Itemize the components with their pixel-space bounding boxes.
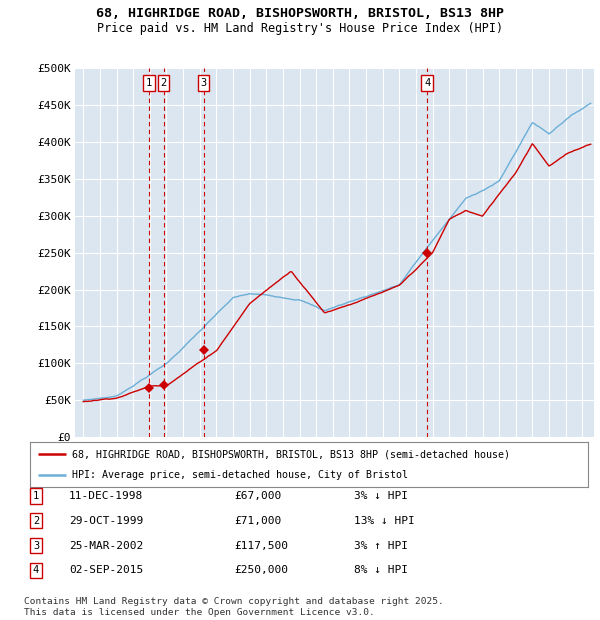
Text: 1: 1: [146, 78, 152, 88]
Text: Contains HM Land Registry data © Crown copyright and database right 2025.
This d: Contains HM Land Registry data © Crown c…: [24, 598, 444, 617]
Text: 11-DEC-1998: 11-DEC-1998: [69, 491, 143, 501]
Text: 3: 3: [200, 78, 207, 88]
Text: £117,500: £117,500: [234, 541, 288, 551]
Text: 2: 2: [161, 78, 167, 88]
Text: £250,000: £250,000: [234, 565, 288, 575]
Text: 8% ↓ HPI: 8% ↓ HPI: [354, 565, 408, 575]
Text: 68, HIGHRIDGE ROAD, BISHOPSWORTH, BRISTOL, BS13 8HP (semi-detached house): 68, HIGHRIDGE ROAD, BISHOPSWORTH, BRISTO…: [72, 449, 510, 459]
Text: 4: 4: [424, 78, 430, 88]
Text: 3% ↓ HPI: 3% ↓ HPI: [354, 491, 408, 501]
Text: HPI: Average price, semi-detached house, City of Bristol: HPI: Average price, semi-detached house,…: [72, 469, 408, 480]
Text: Price paid vs. HM Land Registry's House Price Index (HPI): Price paid vs. HM Land Registry's House …: [97, 22, 503, 35]
Text: 68, HIGHRIDGE ROAD, BISHOPSWORTH, BRISTOL, BS13 8HP: 68, HIGHRIDGE ROAD, BISHOPSWORTH, BRISTO…: [96, 7, 504, 20]
Text: 1: 1: [33, 491, 39, 501]
Text: 3: 3: [33, 541, 39, 551]
Text: £71,000: £71,000: [234, 516, 281, 526]
Text: £67,000: £67,000: [234, 491, 281, 501]
Text: 13% ↓ HPI: 13% ↓ HPI: [354, 516, 415, 526]
Text: 2: 2: [33, 516, 39, 526]
Text: 3% ↑ HPI: 3% ↑ HPI: [354, 541, 408, 551]
Text: 25-MAR-2002: 25-MAR-2002: [69, 541, 143, 551]
Text: 4: 4: [33, 565, 39, 575]
Text: 02-SEP-2015: 02-SEP-2015: [69, 565, 143, 575]
Text: 29-OCT-1999: 29-OCT-1999: [69, 516, 143, 526]
